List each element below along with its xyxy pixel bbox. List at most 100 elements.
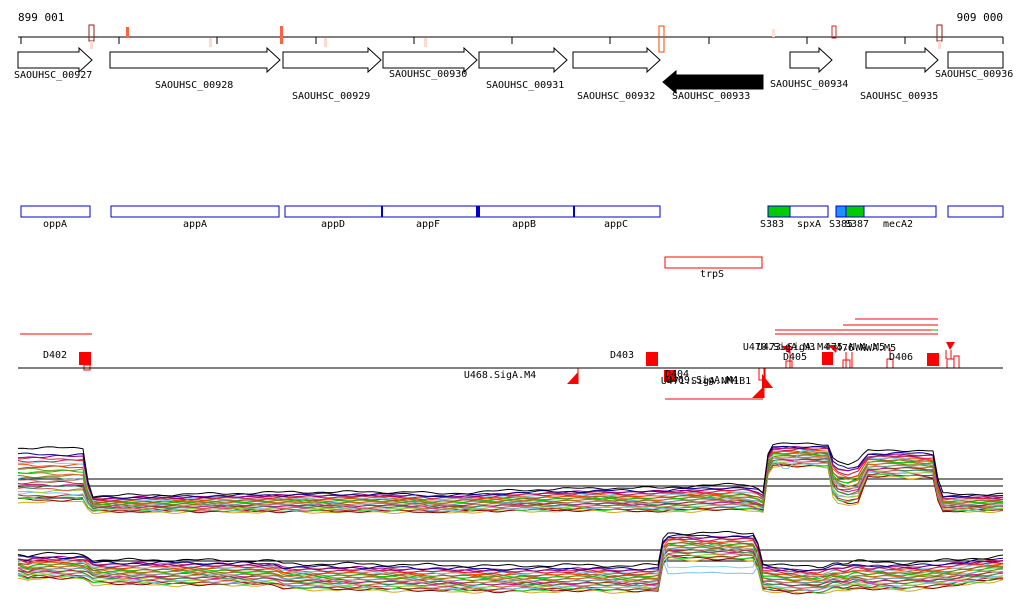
sigma-site-label: U469.SigA.M4: [665, 375, 739, 386]
feature-label: appB: [511, 219, 537, 230]
feature-box[interactable]: [863, 205, 937, 218]
coverage-series-line: [17, 530, 1004, 569]
gene-arrow[interactable]: [662, 69, 764, 95]
feature-box[interactable]: [284, 205, 661, 218]
gene-arrow[interactable]: [282, 46, 382, 74]
feature-box[interactable]: [789, 205, 829, 218]
ruler-variant-mark: [424, 38, 427, 47]
coverage-series-line: [17, 450, 1004, 504]
signal-flag-triangle: [752, 386, 764, 398]
signal-flag-triangle: [567, 372, 578, 384]
coverage-series-line: [17, 539, 1004, 577]
gene-arrow[interactable]: [109, 46, 281, 74]
gene-arrow[interactable]: [865, 46, 939, 74]
gene-label: SAOUHSC_00930: [389, 69, 468, 80]
ruler-variant-mark: [938, 41, 941, 49]
ruler-variant-mark: [658, 25, 665, 53]
coverage-series-line: [17, 542, 1004, 580]
trps-label: trpS: [699, 269, 725, 280]
probe-marker[interactable]: [664, 370, 676, 382]
feature-label: mecA2: [882, 219, 914, 230]
coverage-series-line: [17, 451, 1003, 505]
sigma-site-label: U470.SigA.M3: [742, 342, 816, 353]
ruler-variant-mark: [324, 38, 327, 47]
gene-arrow[interactable]: [789, 46, 833, 74]
coverage-series-line: [17, 536, 1004, 575]
gene-label: SAOUHSC_00931: [486, 80, 565, 91]
feature-label: appD: [320, 219, 346, 230]
sigma-site-label: U471.SigA.NM1B1: [660, 376, 752, 387]
coverage-panel-upper[interactable]: [17, 442, 1004, 515]
probe-label: D404: [664, 369, 690, 380]
probe-marker[interactable]: [79, 352, 91, 365]
gene-label: SAOUHSC_00929: [292, 91, 371, 102]
probe-marker[interactable]: [927, 353, 939, 366]
ruler-variant-mark: [772, 29, 775, 37]
gene-label: SAOUHSC_00927: [14, 70, 93, 81]
coverage-panel-lower[interactable]: [17, 530, 1004, 595]
coverage-series-line: [17, 455, 1004, 508]
gene-arrow[interactable]: [382, 46, 478, 74]
gene-arrow[interactable]: [17, 46, 93, 74]
ruler-variant-mark: [936, 24, 943, 42]
gene-arrow[interactable]: [478, 46, 568, 74]
feature-label: spxA: [796, 219, 822, 230]
signal-flag-box: [946, 358, 955, 369]
feature-box[interactable]: [845, 205, 865, 218]
coverage-series-line: [17, 558, 1004, 592]
coverage-series-line: [17, 534, 1004, 572]
coverage-series-line: [17, 546, 1004, 584]
coverage-series-line: [17, 460, 1004, 512]
sigma-site-label: U468.SigA.M4: [463, 370, 537, 381]
feature-box[interactable]: [835, 205, 847, 218]
feature-label: S385: [828, 219, 854, 230]
feature-box-divider: [381, 206, 383, 217]
gene-label: SAOUHSC_00933: [672, 91, 751, 102]
signal-flag-triangle: [946, 342, 955, 350]
coverage-series-line: [17, 442, 1004, 498]
coverage-series-line: [17, 445, 1004, 499]
gene-label: SAOUHSC_00932: [577, 91, 656, 102]
feature-box[interactable]: [110, 205, 280, 218]
probe-marker[interactable]: [822, 352, 833, 365]
gene-arrow[interactable]: [572, 46, 661, 74]
ruler-end-label: 909 000: [956, 11, 1003, 24]
ruler-start-label: 899 001: [18, 11, 65, 24]
gene-box[interactable]: [947, 51, 1004, 69]
sigma-site-label: 475.NWA.M5: [824, 342, 886, 353]
sigma-site-label: 476.NWA.M5: [835, 343, 897, 354]
feature-box-divider: [476, 206, 480, 217]
probe-label: D406: [888, 352, 914, 363]
feature-box[interactable]: [767, 205, 791, 218]
ruler-variant-mark: [209, 38, 212, 47]
feature-label: oppA: [42, 219, 68, 230]
feature-label: S383: [759, 219, 785, 230]
ruler-variant-mark: [88, 24, 95, 42]
ruler-variant-mark: [280, 26, 283, 44]
probe-marker[interactable]: [646, 352, 658, 366]
probe-label: D402: [42, 350, 68, 361]
feature-label: appA: [182, 219, 208, 230]
probe-label: D405: [782, 352, 808, 363]
feature-label: appF: [415, 219, 441, 230]
coverage-series-line: [17, 447, 1004, 502]
feature-box[interactable]: [20, 205, 91, 218]
feature-label: S387: [844, 219, 870, 230]
gene-label: SAOUHSC_00936: [935, 69, 1014, 80]
feature-box-divider: [573, 206, 575, 217]
gene-label: SAOUHSC_00928: [155, 80, 234, 91]
coverage-series-line: [17, 540, 1004, 578]
gene-label: SAOUHSC_00934: [770, 79, 849, 90]
signal-flag-triangle: [781, 346, 790, 354]
ruler-variant-mark: [90, 41, 93, 49]
signal-flag-triangle: [828, 345, 836, 353]
feature-label: appC: [603, 219, 629, 230]
feature-box[interactable]: [947, 205, 1004, 218]
ruler-variant-mark: [126, 27, 129, 38]
trps-box[interactable]: [664, 256, 763, 269]
signal-flag-box: [953, 355, 960, 369]
probe-label: D403: [609, 350, 635, 361]
ruler-variant-mark: [831, 25, 837, 39]
